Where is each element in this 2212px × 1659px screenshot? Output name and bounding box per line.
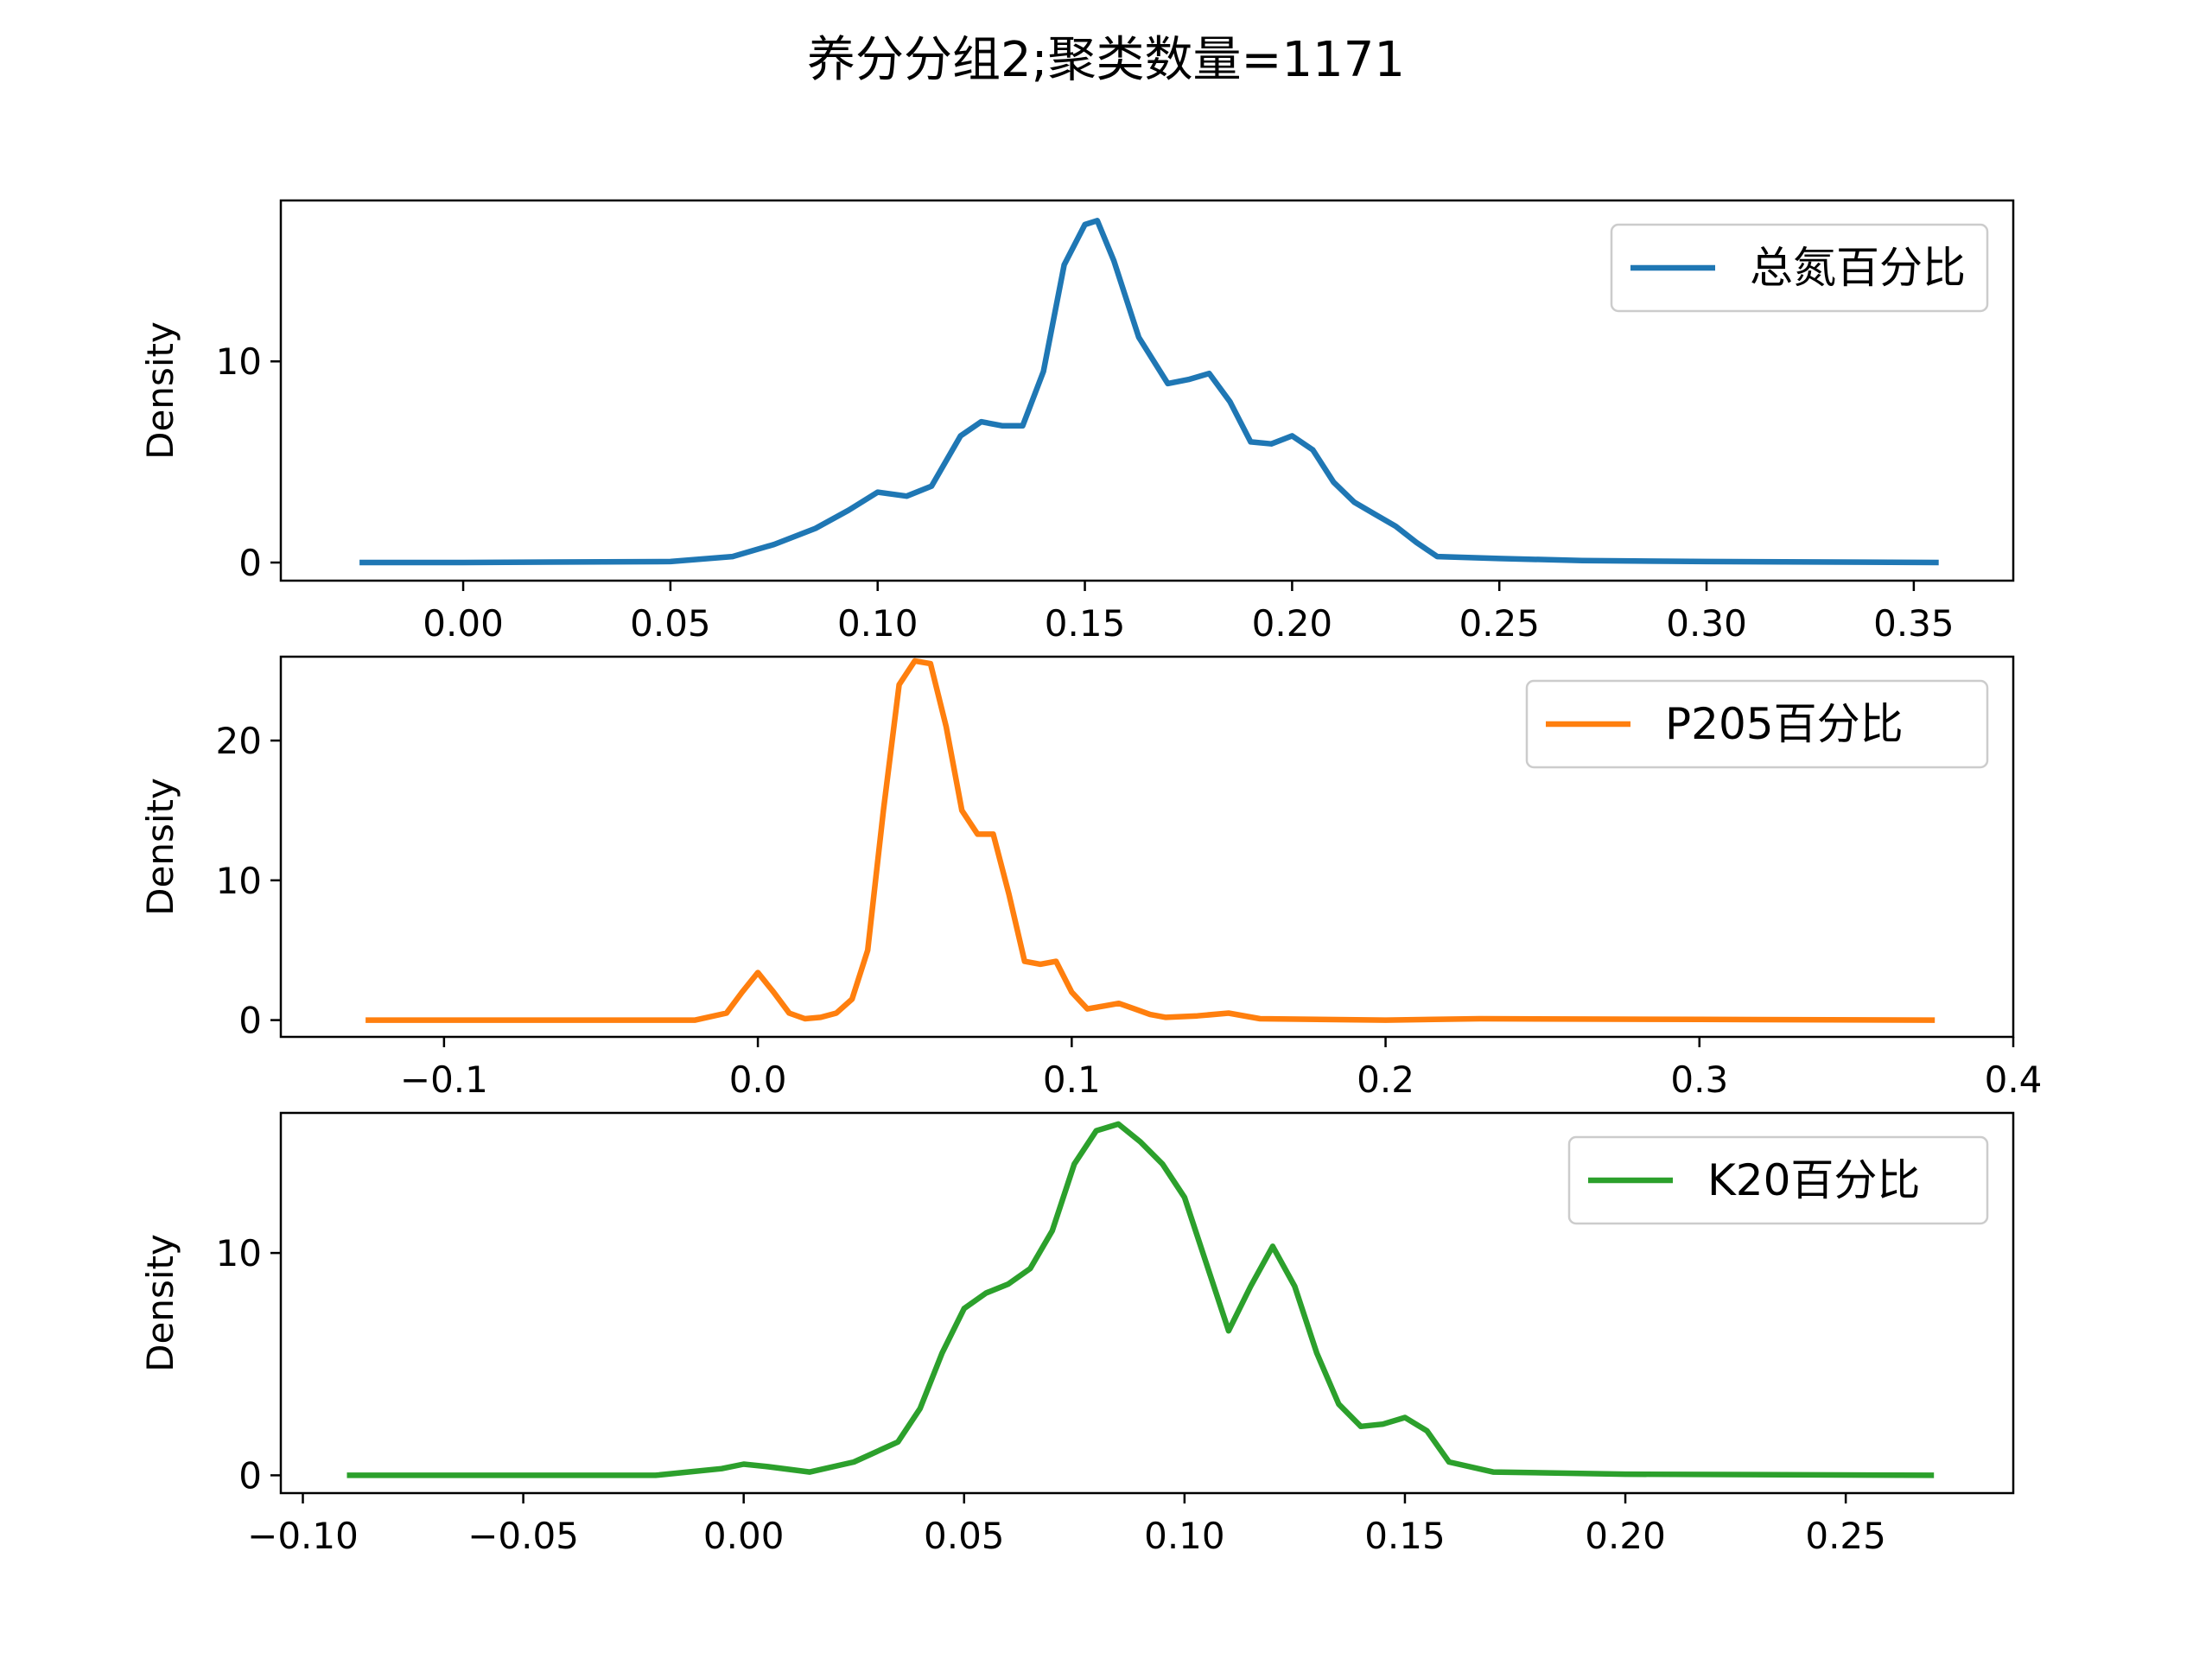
x-tick-label: 0.10 [837,602,918,645]
x-tick-label: 0.05 [630,602,711,645]
x-tick-label: 0.3 [1670,1058,1728,1101]
y-axis-label: Density [139,321,181,460]
y-axis-label: Density [139,1234,181,1372]
subplot-3: −0.10 −0.05 0.00 0.05 0.10 0.15 0.20 0.25 0 10 Den… [139,1111,2015,1557]
subplot-1: 0.00 0.05 0.10 0.15 0.20 0.25 0.30 0.35 0 10 Densi… [139,199,2015,645]
series-line-3 [346,1121,1935,1478]
y-tick-label: 0 [238,1000,262,1042]
legend-label: 总氮百分比 [1750,243,1966,293]
subplot-2: −0.1 0.0 0.1 0.2 0.3 0.4 0 10 20 Density P205百分比 [139,655,2043,1101]
x-tick-label: 0.2 [1357,1058,1414,1101]
x-tick-label: 0.20 [1585,1515,1666,1557]
x-tick-label: 0.25 [1459,602,1540,645]
x-tick-label: 0.15 [1364,1515,1446,1557]
x-tick-label: 0.10 [1144,1515,1225,1557]
x-tick-label: 0.15 [1045,602,1126,645]
legend-box [1610,223,1989,313]
x-tick-label: 0.30 [1666,602,1747,645]
y-tick-label: 10 [216,340,262,383]
x-tick-label: −0.05 [467,1515,579,1557]
x-tick-label: −0.10 [247,1515,359,1557]
series-line-2 [365,658,1936,1023]
axes-frame [279,655,2015,1039]
y-tick-label: 20 [216,720,262,762]
x-tick-label: −0.1 [400,1058,488,1101]
legend-label: P205百分比 [1665,699,1904,749]
figure-title: 养分分组2;聚类数量=1171 [807,32,1405,88]
y-tick-label: 10 [216,1232,262,1274]
x-tick-label: 0.20 [1252,602,1333,645]
x-tick-label: 0.00 [703,1515,785,1557]
x-tick-label: 0.05 [924,1515,1005,1557]
axes-frame [279,199,2015,582]
y-tick-label: 0 [238,1454,262,1497]
y-axis-label: Density [139,778,181,916]
x-tick-label: 0.4 [1985,1058,2043,1101]
axes-frame [279,1111,2015,1495]
x-tick-label: 0.00 [423,602,504,645]
y-tick-label: 0 [238,542,262,584]
series-line-1 [359,218,1939,566]
legend-box [1525,679,1989,769]
legend-box [1567,1135,1989,1225]
legend-label: K20百分比 [1707,1155,1920,1205]
x-tick-label: 0.0 [729,1058,787,1101]
y-tick-label: 10 [216,860,262,902]
x-tick-label: 0.1 [1043,1058,1101,1101]
x-tick-label: 0.35 [1873,602,1955,645]
x-tick-label: 0.25 [1805,1515,1886,1557]
